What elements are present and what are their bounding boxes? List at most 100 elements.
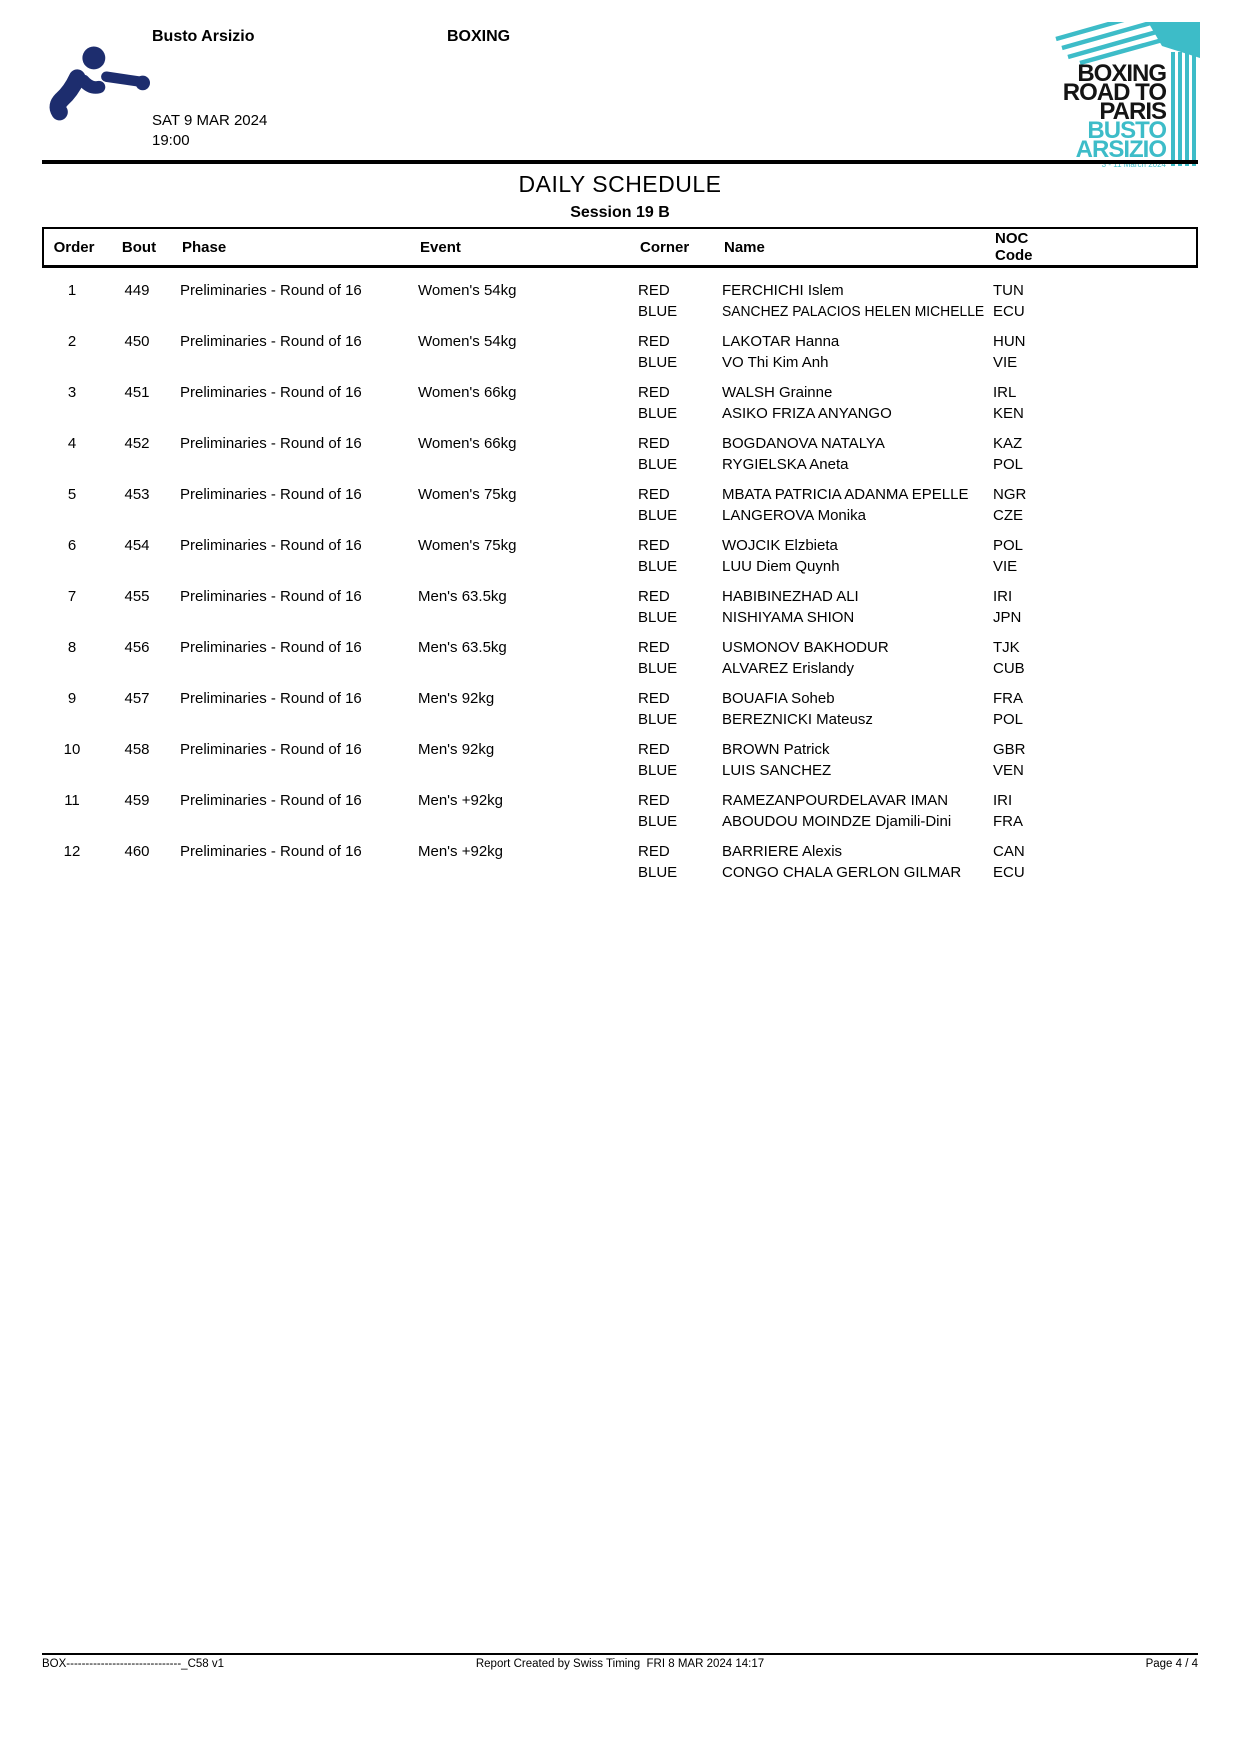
event-cell: Men's 92kg	[418, 741, 495, 758]
bout-cell: 457	[124, 690, 150, 707]
phase-cell: Preliminaries - Round of 16	[180, 435, 362, 452]
event-cell: Men's 63.5kg	[418, 639, 507, 656]
logo-stripe	[1061, 22, 1155, 51]
logo-stripe	[1079, 36, 1167, 66]
logo-dates: 3 - 11 March 2024	[1102, 160, 1167, 169]
blue-name: VO Thi Kim Anh	[722, 354, 829, 371]
order-cell: 10	[63, 741, 81, 758]
corner-blue-label: BLUE	[638, 456, 678, 473]
footer-page-number: Page 4 / 4	[1145, 1658, 1198, 1670]
blue-noc: ECU	[993, 303, 1025, 320]
red-noc: IRL	[993, 384, 1017, 401]
event-cell: Women's 66kg	[418, 384, 517, 401]
page-title: DAILY SCHEDULE	[518, 171, 722, 197]
event-cell: Men's 92kg	[418, 690, 495, 707]
red-name: HABIBINEZHAD ALI	[722, 588, 859, 605]
order-cell: 6	[67, 537, 77, 554]
phase-cell: Preliminaries - Round of 16	[180, 843, 362, 860]
corner-blue-label: BLUE	[638, 558, 678, 575]
order-cell: 11	[64, 792, 80, 809]
order-cell: 12	[63, 843, 81, 860]
bout-row: 1 449 Preliminaries - Round of 16 Women'…	[42, 280, 1198, 322]
blue-noc: POL	[993, 456, 1024, 473]
blue-name: ASIKO FRIZA ANYANGO	[722, 405, 892, 422]
blue-name: SANCHEZ PALACIOS HELEN MICHELLE	[722, 303, 985, 320]
blue-noc: VEN	[993, 762, 1024, 779]
venue-label: Busto Arsizio	[152, 28, 255, 45]
corner-red-label: RED	[638, 537, 670, 554]
red-noc: POL	[993, 537, 1024, 554]
phase-cell: Preliminaries - Round of 16	[180, 537, 362, 554]
col-header-phase: Phase	[182, 238, 227, 256]
red-name: WOJCIK Elzbieta	[722, 537, 838, 554]
red-noc: IRI	[993, 792, 1013, 809]
phase-cell: Preliminaries - Round of 16	[180, 741, 362, 758]
boxing-pictogram-icon	[49, 46, 150, 121]
phase-cell: Preliminaries - Round of 16	[180, 384, 362, 401]
corner-red-label: RED	[638, 384, 670, 401]
corner-red-label: RED	[638, 792, 670, 809]
blue-name: LUIS SANCHEZ	[722, 762, 832, 779]
bout-row: 2 450 Preliminaries - Round of 16 Women'…	[42, 331, 1198, 373]
red-name: WALSH Grainne	[722, 384, 833, 401]
col-header-name: Name	[724, 238, 765, 256]
order-cell: 8	[67, 639, 77, 656]
corner-red-label: RED	[638, 486, 670, 503]
event-date: SAT 9 MAR 2024	[152, 112, 268, 129]
phase-cell: Preliminaries - Round of 16	[180, 333, 362, 350]
event-logo: BOXING ROAD TO PARIS BUSTO ARSIZIO 3 - 1…	[1055, 22, 1200, 169]
red-noc: HUN	[993, 333, 1026, 350]
bout-row: 7 455 Preliminaries - Round of 16 Men's …	[42, 586, 1198, 628]
event-cell: Women's 66kg	[418, 435, 517, 452]
corner-blue-label: BLUE	[638, 762, 678, 779]
bout-cell: 459	[124, 792, 150, 809]
blue-noc: VIE	[993, 558, 1018, 575]
corner-red-label: RED	[638, 588, 670, 605]
bout-row: 8 456 Preliminaries - Round of 16 Men's …	[42, 637, 1198, 679]
red-name: RAMEZANPOURDELAVAR IMAN	[722, 792, 949, 809]
blue-name: BEREZNICKI Mateusz	[722, 711, 873, 728]
bout-row: 6 454 Preliminaries - Round of 16 Women'…	[42, 535, 1198, 577]
event-cell: Women's 54kg	[418, 282, 517, 299]
footer-rule	[42, 1653, 1198, 1655]
blue-noc: JPN	[993, 609, 1022, 626]
order-cell: 7	[67, 588, 77, 605]
corner-blue-label: BLUE	[638, 813, 678, 830]
logo-text-busto: BUSTO	[1087, 117, 1166, 144]
red-noc: TUN	[993, 282, 1024, 299]
footer-created-by: Report Created by Swiss Timing FRI 8 MAR…	[475, 1658, 765, 1670]
corner-red-label: RED	[638, 282, 670, 299]
blue-noc: ECU	[993, 864, 1025, 881]
bout-row: 4 452 Preliminaries - Round of 16 Women'…	[42, 433, 1198, 475]
blue-name: ABOUDOU MOINDZE Djamili-Dini	[722, 813, 952, 830]
corner-blue-label: BLUE	[638, 864, 678, 881]
logo-text-boxing: BOXING	[1077, 60, 1166, 87]
bout-cell: 452	[124, 435, 150, 452]
corner-red-label: RED	[638, 843, 670, 860]
red-name: BOGDANOVA NATALYA	[722, 435, 885, 452]
logo-stripe	[1055, 22, 1125, 42]
logo-stripe	[1067, 28, 1161, 60]
blue-noc: POL	[993, 711, 1024, 728]
corner-blue-label: BLUE	[638, 609, 678, 626]
bout-cell: 460	[124, 843, 150, 860]
order-cell: 3	[67, 384, 77, 401]
corner-red-label: RED	[638, 639, 670, 656]
red-name: USMONOV BAKHODUR	[722, 639, 889, 656]
bout-cell: 453	[124, 486, 150, 503]
blue-name: LANGEROVA Monika	[722, 507, 866, 524]
phase-cell: Preliminaries - Round of 16	[180, 588, 362, 605]
bout-row: 3 451 Preliminaries - Round of 16 Women'…	[42, 382, 1198, 424]
blue-noc: VIE	[993, 354, 1018, 371]
blue-name: RYGIELSKA Aneta	[722, 456, 849, 473]
event-cell: Women's 54kg	[418, 333, 517, 350]
phase-cell: Preliminaries - Round of 16	[180, 282, 362, 299]
event-cell: Women's 75kg	[418, 537, 517, 554]
bout-cell: 451	[124, 384, 150, 401]
bout-cell: 454	[124, 537, 150, 554]
corner-blue-label: BLUE	[638, 507, 678, 524]
order-cell: 2	[67, 333, 77, 350]
red-name: BOUAFIA Soheb	[722, 690, 835, 707]
corner-blue-label: BLUE	[638, 303, 678, 320]
bout-cell: 455	[124, 588, 150, 605]
